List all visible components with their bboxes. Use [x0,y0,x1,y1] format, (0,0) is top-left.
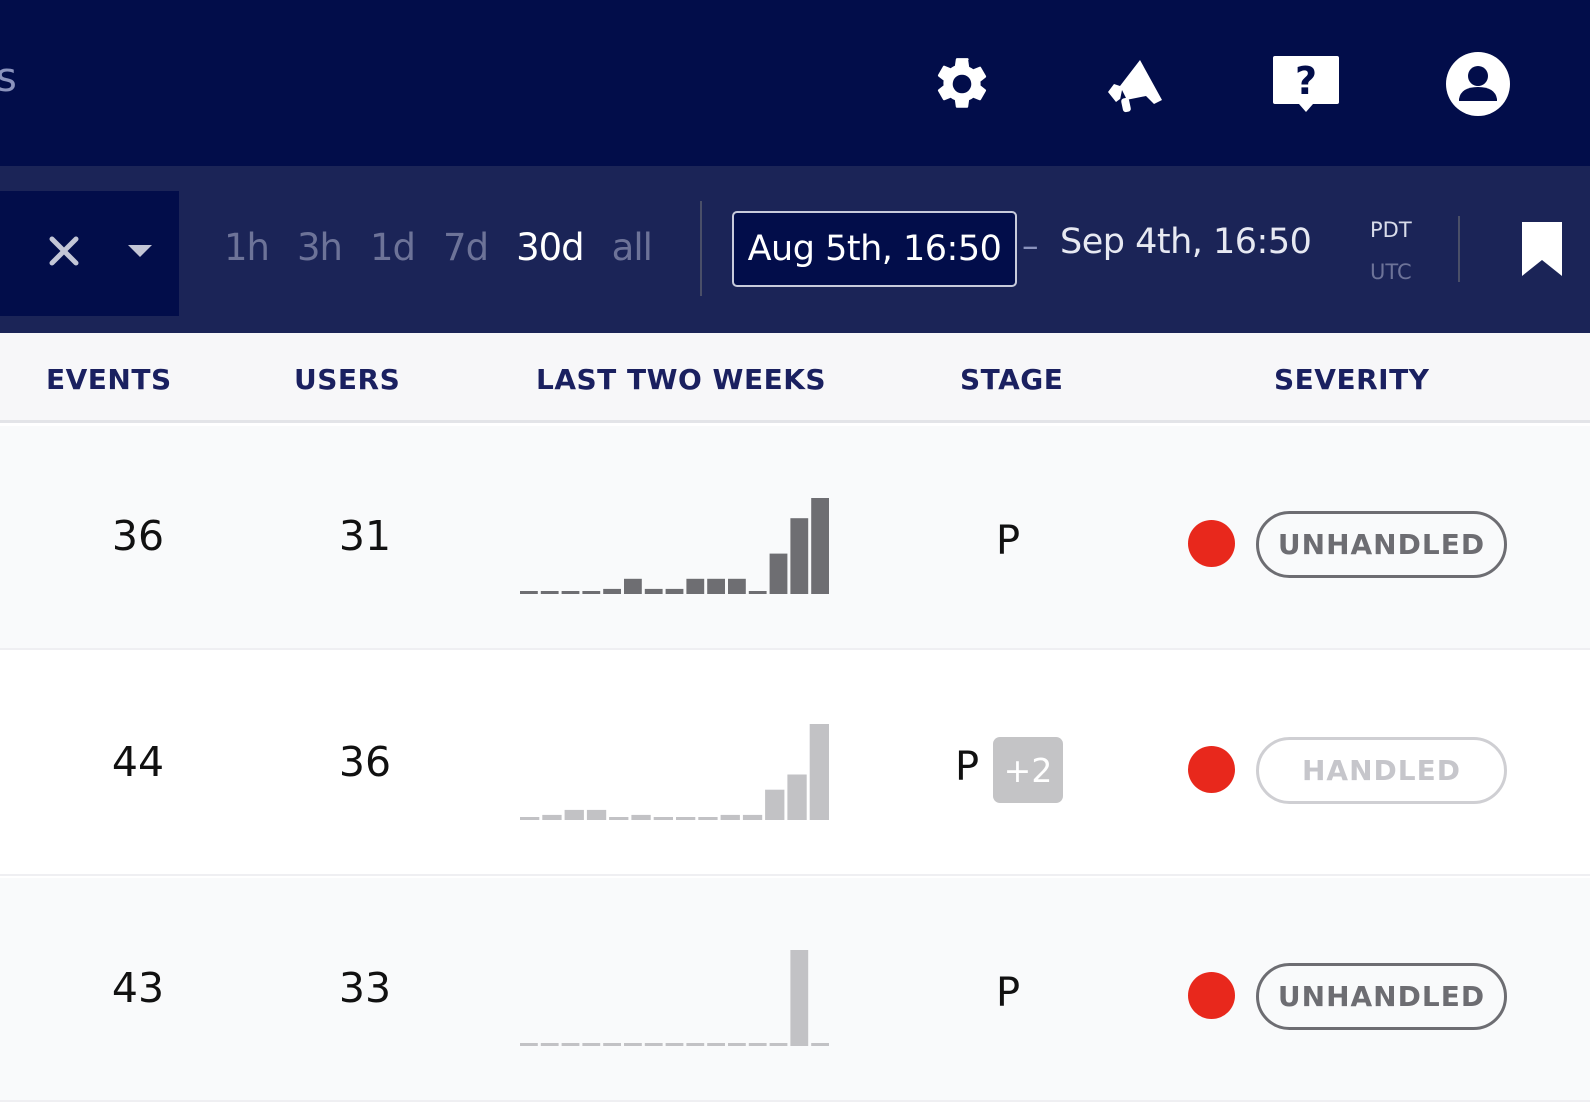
sparkline-bar [769,553,788,594]
range-option-3h[interactable]: 3h [297,225,343,269]
sparkline-bar [564,809,584,820]
sparkline-bar [790,950,809,1046]
table-row[interactable]: 44 36 P +2 HANDLED [0,652,1590,876]
events-count: 43 [111,964,165,1012]
sparkline-bar [520,817,540,820]
sparkline-bar [624,1043,642,1046]
sparkline-bar [665,1043,684,1046]
status-badge: UNHANDLED [1256,963,1507,1030]
stage-label: P [996,518,1021,564]
severity-indicator [1188,972,1235,1019]
sparkline-chart [520,724,829,820]
sparkline-bar [686,1043,705,1046]
column-header-severity[interactable]: SEVERITY [1274,363,1430,396]
sparkline-bar [765,789,785,820]
stage-label: P [955,744,980,790]
sparkline-bar [644,588,663,594]
events-count: 36 [111,512,165,560]
users-count: 33 [338,964,392,1012]
users-count: 31 [338,512,392,560]
sparkline-chart [520,498,829,594]
date-separator: – [1022,226,1039,265]
table-row[interactable]: 36 31 P UNHANDLED [0,426,1590,650]
sparkline-bar [748,1043,767,1046]
user-icon[interactable] [1442,48,1514,120]
sparkline-bar [811,498,829,594]
sparkline-bar [586,809,607,820]
table-header: EVENTS USERS LAST TWO WEEKS STAGE SEVERI… [0,333,1590,423]
sparkline-bar [603,588,621,594]
severity-indicator [1188,746,1235,793]
sparkline-bar [707,578,725,594]
date-start-value: Aug 5th, 16:50 [747,229,1002,269]
sparkline-bar [698,817,718,820]
bookmark-icon[interactable] [1520,220,1566,280]
status-badge: UNHANDLED [1256,511,1507,578]
sparkline-bar [520,591,538,594]
range-option-1d[interactable]: 1d [370,225,416,269]
time-range-options: 1h 3h 1d 7d 30d all [224,222,680,272]
sparkline-bar [769,1043,788,1046]
range-option-all[interactable]: all [611,225,653,269]
sparkline-bar [742,814,763,820]
divider [700,201,702,296]
sparkline-bar [787,774,807,820]
column-header-users[interactable]: USERS [294,363,401,396]
column-header-events[interactable]: EVENTS [46,363,172,396]
megaphone-icon[interactable] [1098,48,1170,120]
users-count: 36 [338,738,392,786]
sparkline-bar [707,1043,725,1046]
sparkline-bar [582,591,601,594]
sparkline-bar [561,1043,580,1046]
stage-label: P [996,970,1021,1016]
sparkline-bar [542,814,562,820]
column-header-last-two-weeks: LAST TWO WEEKS [536,363,827,396]
sparkline-bar [686,578,705,594]
range-option-7d[interactable]: 7d [443,225,489,269]
sparkline-bar [748,591,767,594]
sparkline-bar [520,1043,538,1046]
page-title-fragment: s [0,55,17,101]
sparkline-chart [520,950,829,1046]
sparkline-bar [603,1043,621,1046]
sparkline-bar [582,1043,601,1046]
sparkline-bar [631,814,651,820]
range-option-30d[interactable]: 30d [516,225,585,269]
sparkline-bar [540,1043,559,1046]
sparkline-bar [720,814,740,820]
gear-icon[interactable] [926,48,998,120]
sparkline-bar [644,1043,663,1046]
date-end-input[interactable]: Sep 4th, 16:50 [1060,222,1312,262]
sparkline-bar [790,518,809,594]
severity-indicator [1188,520,1235,567]
sparkline-bar [676,817,696,820]
sparkline-bar [609,817,629,820]
table-row[interactable]: 43 33 P UNHANDLED [0,878,1590,1102]
chevron-down-icon[interactable] [120,236,160,266]
timezone-utc-toggle[interactable]: UTC [1370,260,1412,284]
sparkline-bar [624,578,642,594]
sparkline-bar [811,1043,829,1046]
timezone-pdt-toggle[interactable]: PDT [1370,218,1412,242]
svg-text:?: ? [1295,59,1317,103]
close-icon[interactable] [44,231,84,271]
sparkline-bar [561,591,580,594]
status-badge: HANDLED [1256,737,1507,804]
divider [1458,216,1460,282]
top-nav-bar: s ? [0,0,1590,166]
range-option-1h[interactable]: 1h [224,225,270,269]
sparkline-bar [728,1043,746,1046]
sparkline-bar [728,578,746,594]
stage-extra-badge[interactable]: +2 [993,737,1063,803]
sparkline-bar [665,588,684,594]
column-header-stage[interactable]: STAGE [960,363,1064,396]
sparkline-bar [540,591,559,594]
date-start-input[interactable]: Aug 5th, 16:50 [732,211,1017,287]
filter-select[interactable] [0,191,179,316]
events-count: 44 [111,738,165,786]
help-icon[interactable]: ? [1270,48,1342,120]
sparkline-bar [653,817,673,820]
sparkline-bar [809,724,829,820]
